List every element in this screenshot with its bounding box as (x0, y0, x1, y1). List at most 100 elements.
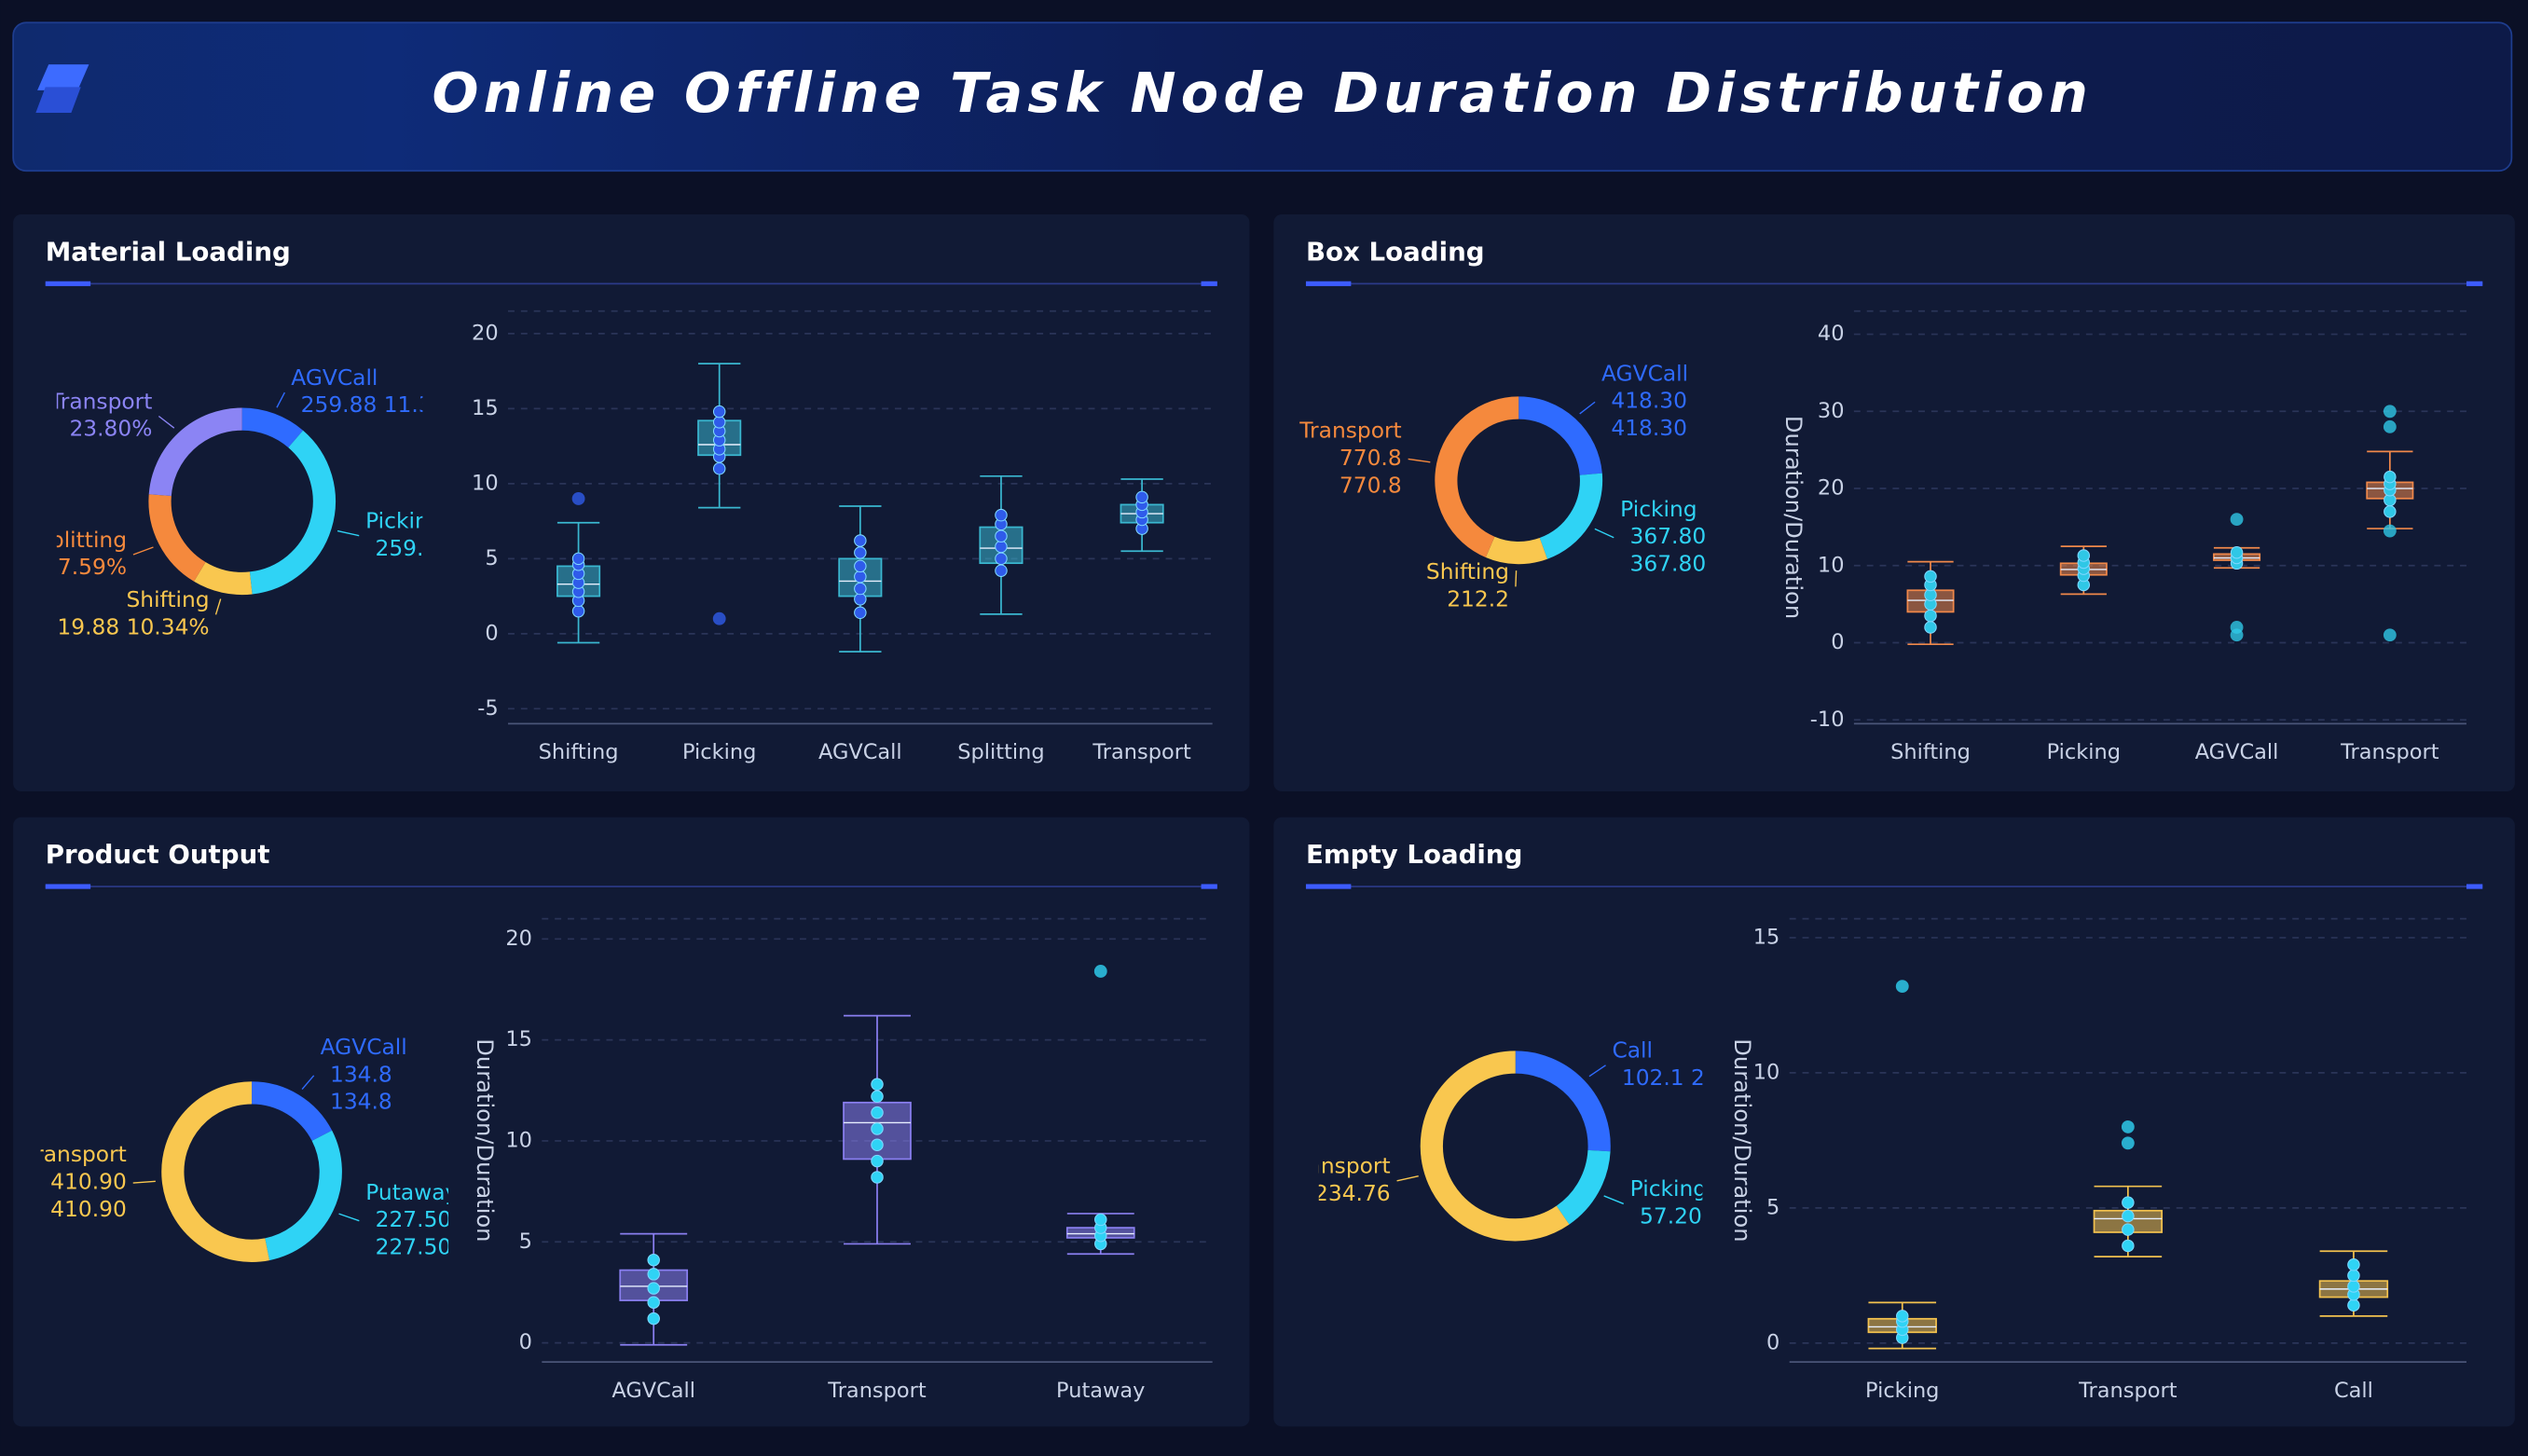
pie-value-label: 418.30 (1611, 415, 1687, 441)
pie-slice (1435, 396, 1519, 557)
label-leader (276, 391, 285, 408)
y-tick-label: -5 (477, 696, 498, 721)
pie-value-label: 410.90 (50, 1196, 127, 1222)
outlier (2383, 524, 2397, 538)
pie-label: Splitting (36, 527, 127, 553)
y-tick-label: 20 (472, 321, 499, 345)
x-tick-label: Shifting (539, 740, 619, 764)
y-tick-label: 5 (519, 1229, 532, 1254)
label-leader (1408, 458, 1431, 463)
pie-slice (1515, 1051, 1611, 1152)
x-tick-label: Transport (827, 1379, 927, 1403)
pie-value-label: 219.88 10.34% (44, 614, 210, 640)
x-tick-label: AGVCall (818, 740, 902, 764)
label-leader (1588, 1065, 1606, 1078)
data-point (2347, 1258, 2360, 1271)
pie-value-label: 134.8 (330, 1089, 392, 1115)
y-tick-label: 0 (1831, 630, 1844, 654)
data-point (871, 1171, 884, 1184)
data-point (854, 582, 867, 596)
x-tick-label: Call (2334, 1379, 2373, 1403)
pie-label: Transport (1287, 1153, 1390, 1179)
label-leader (338, 1213, 360, 1222)
y-tick-label: 10 (472, 471, 499, 495)
data-point (854, 534, 867, 547)
label-leader (1515, 570, 1518, 587)
donut-chart: AGVCall418.30418.30Picking367.80367.80Sh… (1298, 360, 1706, 611)
pie-slice (264, 1130, 342, 1261)
outlier (1895, 980, 1909, 994)
pie-value-label: 17.59% (44, 554, 127, 580)
x-tick-label: Picking (682, 740, 756, 764)
y-axis-label: Duration/Duration (1780, 416, 1807, 619)
panel-accent (2466, 884, 2483, 889)
x-tick-label: Putaway (1056, 1379, 1145, 1403)
data-point (1896, 1310, 1909, 1323)
y-tick-label: 30 (1818, 399, 1845, 423)
panel-accent (2466, 281, 2483, 286)
y-tick-label: 0 (519, 1330, 532, 1354)
data-point (854, 570, 867, 584)
pie-value-label: 367.80 (1630, 551, 1707, 577)
pie-value-label: 367.80 (1630, 523, 1707, 549)
data-point (995, 540, 1008, 554)
pie-label: Transport (49, 388, 152, 414)
pie-value-label: 57.20 14.56% (1640, 1203, 1792, 1229)
pie-value-label: 259.88 11.30% (301, 391, 467, 418)
panel (13, 817, 1250, 1427)
panel (13, 213, 1250, 792)
x-tick-label: Transport (2340, 740, 2439, 764)
y-tick-label: 0 (485, 621, 498, 645)
data-point (571, 552, 585, 566)
label-leader (158, 415, 175, 429)
data-point (1924, 570, 1937, 584)
data-point (995, 552, 1008, 566)
pie-value-label: 259.88 36.97% (376, 535, 542, 561)
panel-accent (1201, 281, 1217, 286)
data-point (571, 604, 585, 618)
logo (35, 87, 81, 114)
data-point (1135, 490, 1148, 504)
x-tick-label: Picking (1865, 1379, 1939, 1403)
y-tick-label: 40 (1818, 322, 1845, 346)
x-tick-label: AGVCall (2195, 740, 2279, 764)
pie-slice (249, 430, 336, 595)
logo (37, 64, 89, 90)
label-leader (301, 1075, 315, 1090)
pie-slice (241, 407, 304, 448)
label-leader (132, 546, 154, 556)
outlier (2383, 405, 2397, 419)
x-tick-label: Transport (1092, 740, 1191, 764)
pie-label: Picking (1620, 496, 1697, 522)
x-tick-label: Shifting (1890, 740, 1971, 764)
data-point (2077, 549, 2091, 562)
data-point (995, 564, 1008, 577)
label-leader (214, 598, 222, 615)
panel-title: Material Loading (46, 236, 291, 267)
y-tick-label: 5 (485, 546, 498, 570)
data-point (2122, 1223, 2135, 1236)
outlier (2121, 1119, 2135, 1133)
label-leader (1594, 528, 1614, 539)
data-point (2384, 470, 2397, 484)
data-point (871, 1078, 884, 1092)
data-point (647, 1282, 660, 1295)
data-point (2384, 505, 2397, 518)
header-bar (12, 21, 2513, 172)
x-tick-label: AGVCall (611, 1379, 695, 1403)
data-point (871, 1154, 884, 1168)
data-point (1094, 1213, 1107, 1227)
label-leader (1603, 1195, 1625, 1205)
data-point (1924, 621, 1937, 634)
pie-label: Picking (365, 507, 442, 533)
outlier (2383, 419, 2397, 433)
y-axis-label: Duration/Duration (1729, 1038, 1755, 1242)
pie-label: Transport (23, 1141, 126, 1167)
pie-slice (251, 1081, 333, 1142)
outlier (2383, 628, 2397, 642)
data-point (2122, 1209, 2135, 1223)
pie-label: AGVCall (291, 364, 378, 391)
pie-label: AGVCall (1601, 360, 1688, 386)
data-point (871, 1138, 884, 1152)
